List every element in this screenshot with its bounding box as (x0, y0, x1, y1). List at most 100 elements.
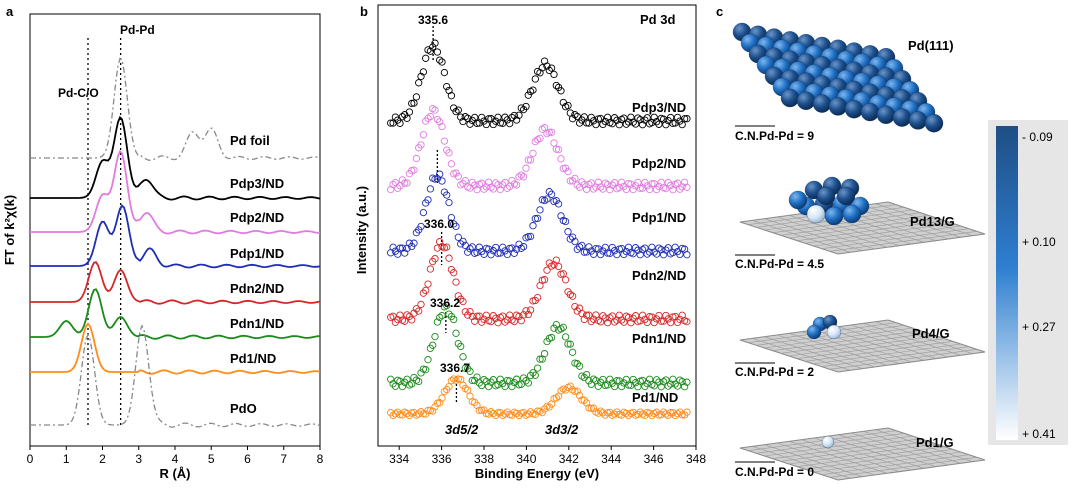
panel-b-data-point (543, 266, 551, 274)
panel-a-series-label: Pdp3/ND (230, 176, 284, 191)
panel-b-letter: b (360, 4, 368, 19)
panel-b-data-point (550, 261, 558, 269)
panel-b-data-point (394, 315, 402, 324)
panel-a-series-curve (30, 288, 320, 340)
panel-b-data-point (624, 381, 633, 389)
panel-b-data-point (419, 131, 428, 139)
panel-a-series-label: Pdn2/ND (230, 281, 284, 296)
panel-b-data-point (436, 118, 444, 126)
pd-atom-sphere (806, 204, 826, 224)
panel-b-data-point (568, 233, 577, 241)
panel-a-xtick-label: 6 (244, 452, 251, 466)
panel-b-data-point (461, 113, 469, 121)
panel-b-data-point (424, 114, 432, 122)
panel-b-data-point (594, 382, 602, 390)
panel-b-data-point (422, 410, 430, 418)
panel-b-data-point (580, 248, 588, 256)
panel-b-data-point (615, 311, 623, 319)
panel-b-data-point (599, 312, 607, 320)
panel-b-data-point (529, 149, 537, 157)
panel-b-data-point (519, 173, 528, 181)
panel-b-data-point (573, 387, 581, 395)
panel-b-points (387, 39, 691, 420)
panel-b-data-point (515, 312, 523, 321)
panel-b-data-point (533, 293, 542, 302)
panel-b-data-point (550, 70, 558, 79)
panel-b-data-point (401, 317, 409, 325)
panel-b-data-point (492, 117, 500, 125)
panel-b-data-point (678, 183, 686, 191)
panel-b-data-point (452, 329, 460, 337)
panel-b-data-point (683, 251, 691, 259)
panel-a-series-curve (30, 115, 321, 201)
panel-b-data-point (494, 249, 502, 257)
pd13-cn: C.N.Pd-Pd = 4.5 (735, 257, 824, 271)
panel-b-data-point (405, 108, 414, 116)
panel-b-data-point (454, 233, 462, 241)
panel-b-data-point (412, 93, 421, 101)
panel-b-data-point (561, 386, 570, 394)
panel-b-data-point (499, 181, 507, 189)
panel-b-data-point (536, 206, 544, 214)
panel-b-data-point (666, 181, 675, 190)
panel-b-data-point (466, 307, 474, 316)
panel-b-data-point (552, 256, 560, 264)
label-3d52: 3d5/2 (445, 422, 479, 437)
panel-b-data-point (426, 265, 435, 273)
panel-b-series-label: Pdp3/ND (632, 100, 686, 115)
pd-atom-sphere (924, 114, 944, 133)
panel-b-data-point (564, 101, 572, 110)
panel-b-data-point (564, 340, 572, 348)
panel-b-data-point (515, 173, 523, 181)
panel-b-data-point (617, 382, 626, 391)
panel-b-data-point (610, 318, 619, 326)
panel-b-data-point (485, 382, 493, 391)
panel-b-data-point (496, 375, 504, 383)
panel-b-data-point (489, 409, 497, 418)
panel-b-data-point (529, 369, 537, 377)
graphene-lattice-line (821, 454, 969, 475)
pd13-cluster (788, 176, 870, 226)
pd111-slab (732, 22, 944, 133)
panel-b-data-point (457, 240, 465, 248)
panel-b-data-point (676, 315, 684, 324)
panel-b-data-point (547, 64, 556, 72)
panel-b-data-point (394, 184, 402, 192)
panel-b-data-point (571, 174, 579, 183)
panel-b-data-point (559, 323, 567, 331)
panel-b-data-point (517, 104, 525, 112)
panel-b-series-label: Pdp2/ND (632, 156, 686, 171)
panel-b-data-point (655, 378, 663, 386)
panel-b-data-point (429, 407, 437, 415)
panel-b-data-point (438, 311, 446, 320)
panel-b-data-point (599, 247, 607, 255)
panel-b-data-point (529, 222, 537, 230)
panel-b-data-point (426, 47, 435, 55)
graphene-lattice-line (875, 203, 973, 236)
panel-b-data-point (415, 307, 423, 315)
panel-b-data-point (683, 183, 691, 191)
panel-b-data-point (452, 107, 460, 116)
panel-b-data-point (545, 66, 553, 75)
panel-b-data-point (575, 362, 584, 370)
graphene-lattice-line (875, 429, 973, 462)
panel-b-data-point (464, 386, 472, 394)
panel-b-data-point (440, 68, 449, 77)
panel-b-data-point (589, 404, 598, 412)
panel-a-xlabel: R (Å) (159, 466, 190, 481)
panel-b-data-point (417, 72, 425, 81)
panel-b-data-point (457, 295, 465, 303)
panel-b-data-point (464, 365, 472, 373)
panel-b-data-point (617, 178, 626, 186)
panel-b-data-point (431, 39, 439, 47)
panel-b-data-point (433, 318, 442, 326)
panel-b-data-point (417, 222, 425, 231)
panel-b-data-point (596, 407, 605, 415)
panel-b-xtick-label: 346 (644, 452, 664, 466)
panel-a-xtick-label: 4 (172, 452, 179, 466)
panel-a-series-curve (30, 261, 321, 305)
panel-b-data-point (561, 333, 570, 341)
panel-b-data-point (447, 377, 456, 385)
panel-b-data-point (664, 382, 672, 390)
panel-b-data-point (389, 180, 397, 189)
